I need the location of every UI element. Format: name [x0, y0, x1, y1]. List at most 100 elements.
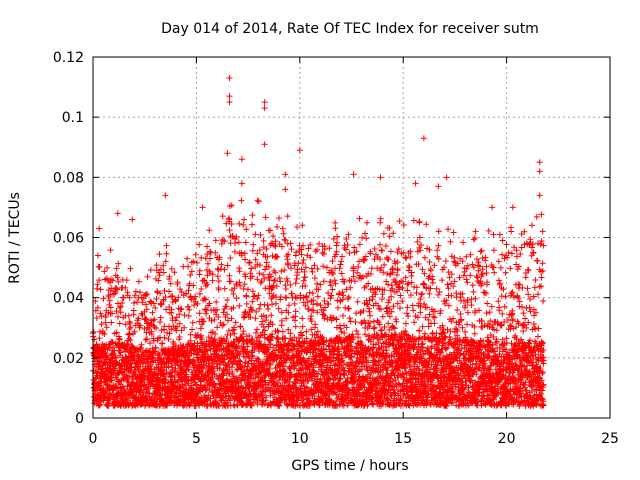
data-point	[292, 252, 299, 259]
data-point	[209, 277, 216, 284]
data-point	[144, 291, 151, 298]
data-point	[276, 215, 283, 222]
data-point	[249, 212, 256, 219]
data-point	[357, 308, 364, 315]
data-point	[402, 274, 409, 281]
data-point	[109, 339, 116, 346]
data-point	[351, 278, 358, 285]
data-point	[238, 197, 245, 204]
data-point	[393, 318, 400, 325]
data-point	[429, 279, 436, 286]
data-point	[236, 268, 243, 275]
data-point	[197, 325, 204, 332]
data-point	[127, 337, 134, 344]
data-point	[155, 277, 162, 284]
data-point	[273, 253, 280, 260]
data-point	[346, 250, 353, 257]
data-point	[292, 280, 299, 287]
data-point	[252, 231, 259, 238]
data-point	[162, 294, 169, 301]
data-point	[243, 226, 250, 233]
data-point	[280, 230, 287, 237]
data-point	[134, 298, 141, 305]
data-point	[126, 331, 133, 338]
data-point	[196, 267, 203, 274]
data-point	[287, 265, 294, 272]
data-point	[311, 275, 318, 282]
data-point	[218, 261, 225, 268]
data-point	[135, 278, 142, 285]
data-point	[142, 315, 149, 322]
data-point	[163, 306, 170, 313]
data-point	[363, 219, 370, 226]
data-point	[405, 280, 412, 287]
data-point	[409, 302, 416, 309]
data-point	[421, 254, 428, 261]
data-point	[103, 341, 110, 348]
data-point	[303, 293, 310, 300]
data-point	[148, 331, 155, 338]
data-point	[206, 227, 213, 234]
data-point	[161, 334, 168, 341]
data-point	[235, 239, 242, 246]
data-point	[131, 292, 138, 299]
data-point	[282, 286, 289, 293]
data-point	[101, 268, 108, 275]
data-point	[189, 319, 196, 326]
data-point	[396, 217, 403, 224]
data-point	[378, 327, 385, 334]
data-point	[417, 296, 424, 303]
data-point	[192, 251, 199, 258]
data-point	[126, 294, 133, 301]
data-point	[132, 288, 139, 295]
data-point	[117, 303, 124, 310]
data-point	[390, 303, 397, 310]
data-point	[416, 327, 423, 334]
data-point	[300, 277, 307, 284]
data-point	[103, 324, 110, 331]
data-point	[95, 252, 102, 259]
data-point	[431, 262, 438, 269]
data-point	[152, 344, 159, 351]
data-point	[274, 224, 281, 231]
data-point	[267, 227, 274, 234]
data-point	[292, 308, 299, 315]
data-point	[96, 277, 103, 284]
data-point	[332, 225, 339, 232]
data-point	[178, 305, 185, 312]
data-point	[284, 213, 291, 220]
data-point	[142, 402, 149, 409]
data-point	[416, 219, 423, 226]
data-point	[162, 258, 169, 265]
data-point	[96, 402, 103, 409]
data-point	[156, 251, 163, 258]
data-point	[94, 304, 101, 311]
data-point	[367, 312, 374, 319]
data-point	[341, 330, 348, 337]
data-point	[152, 304, 159, 311]
data-point	[171, 269, 178, 276]
data-point	[344, 305, 351, 312]
data-point	[144, 335, 151, 342]
data-point	[370, 318, 377, 325]
data-point	[115, 278, 122, 285]
data-point	[292, 372, 299, 379]
data-point	[106, 297, 113, 304]
data-point	[419, 323, 426, 330]
data-point	[320, 263, 327, 270]
data-point	[104, 264, 111, 271]
data-point	[91, 336, 98, 343]
data-point	[242, 239, 249, 246]
data-point	[185, 303, 192, 310]
data-point	[337, 261, 344, 268]
data-point	[359, 234, 366, 241]
data-point	[130, 307, 137, 314]
data-point	[288, 246, 295, 253]
data-point	[159, 340, 166, 347]
data-point	[150, 300, 157, 307]
data-point	[116, 320, 123, 327]
data-point	[418, 242, 425, 249]
data-point	[126, 373, 133, 380]
data-point	[278, 268, 285, 275]
data-point	[256, 305, 263, 312]
